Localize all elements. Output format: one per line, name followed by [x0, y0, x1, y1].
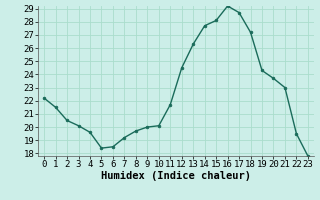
X-axis label: Humidex (Indice chaleur): Humidex (Indice chaleur) — [101, 171, 251, 181]
